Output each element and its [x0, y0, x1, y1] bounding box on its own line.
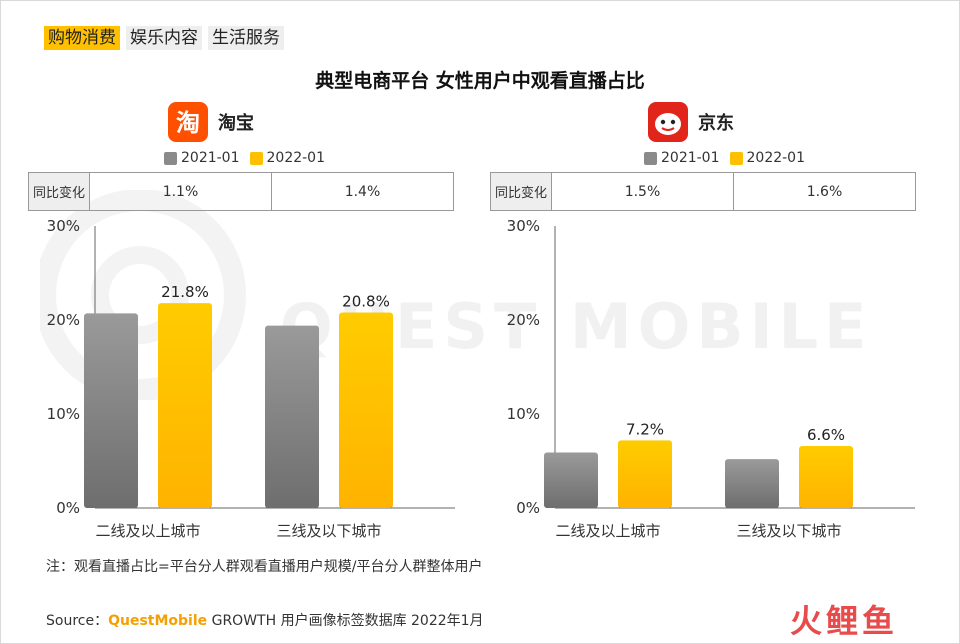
y-tick-label: 30% — [47, 218, 80, 235]
tab-life-services[interactable]: 生活服务 — [208, 26, 284, 50]
y-tick-label: 20% — [47, 311, 80, 329]
bar-chart-taobao: 0% 10% 20% 30% 21.8% 二线及以上城市 20.8% 三线及以下城市 — [47, 218, 455, 540]
legend-item-2022: 2022-01 — [729, 150, 806, 166]
bar — [725, 459, 779, 508]
bar — [544, 452, 598, 508]
yoy-value: 1.1% — [89, 172, 272, 211]
x-tick-label: 三线及以下城市 — [736, 522, 841, 540]
legend-taobao: 2021-01 2022-01 — [164, 150, 325, 166]
taobao-icon: 淘 — [168, 102, 208, 142]
bar — [265, 325, 319, 508]
y-tick-label: 20% — [507, 311, 540, 329]
bar — [339, 312, 393, 508]
x-tick-label: 二线及以上城市 — [95, 522, 200, 540]
legend-swatch-2021 — [644, 151, 657, 165]
legend-jd: 2021-01 2022-01 — [644, 150, 805, 166]
footnote: 注：观看直播占比=平台分人群观看直播用户规模/平台分人群整体用户 — [46, 559, 483, 575]
tab-entertainment[interactable]: 娱乐内容 — [126, 26, 202, 50]
taobao-icon-glyph: 淘 — [176, 109, 200, 137]
source-brand: QuestMobile — [108, 613, 208, 629]
x-tick-label: 三线及以下城市 — [276, 522, 381, 540]
tab-shopping[interactable]: 购物消费 — [44, 26, 120, 50]
bar-chart-jd: 0% 10% 20% 30% 7.2% 二线及以上城市 6.6% 三线及以下城市 — [507, 218, 915, 540]
yoy-label: 同比变化 — [28, 172, 90, 211]
legend-label: 2021-01 — [661, 150, 720, 166]
y-tick-label: 0% — [56, 499, 80, 517]
y-tick-label: 10% — [47, 405, 80, 423]
legend-item-2021: 2021-01 — [644, 150, 720, 166]
data-label: 20.8% — [342, 292, 390, 310]
legend-label: 2022-01 — [746, 150, 806, 166]
y-tick-label: 30% — [507, 218, 540, 235]
yoy-table-taobao: 同比变化 1.1% 1.4% — [28, 172, 454, 211]
corner-logo: 火鲤鱼 — [790, 602, 899, 640]
jd-icon — [648, 102, 688, 142]
legend-item-2021: 2021-01 — [164, 150, 240, 166]
brand-taobao: 淘 淘宝 — [168, 102, 254, 142]
legend-label: 2021-01 — [181, 150, 240, 166]
bar — [84, 313, 138, 508]
legend-swatch-2022 — [249, 151, 263, 165]
legend-swatch-2022 — [729, 151, 743, 165]
bar — [799, 445, 853, 508]
source-suffix: GROWTH 用户画像标签数据库 2022年1月 — [207, 613, 484, 629]
bar — [618, 440, 672, 508]
legend-swatch-2021 — [164, 151, 177, 165]
source-line: Source：QuestMobile GROWTH 用户画像标签数据库 2022… — [46, 610, 484, 630]
brand-jd: 京东 — [648, 102, 734, 142]
source-prefix: Source： — [46, 613, 109, 629]
y-tick-label: 10% — [507, 405, 540, 423]
brand-name-jd: 京东 — [698, 113, 734, 134]
x-tick-label: 二线及以上城市 — [555, 522, 660, 540]
yoy-value: 1.6% — [733, 172, 916, 211]
legend-item-2022: 2022-01 — [249, 150, 326, 166]
legend-label: 2022-01 — [266, 150, 326, 166]
category-tabs: 购物消费 娱乐内容 生活服务 — [44, 26, 284, 50]
yoy-label: 同比变化 — [490, 172, 552, 211]
y-tick-label: 0% — [516, 499, 540, 517]
bar — [158, 303, 212, 508]
data-label: 6.6% — [807, 426, 845, 444]
data-label: 7.2% — [626, 420, 664, 438]
yoy-table-jd: 同比变化 1.5% 1.6% — [490, 172, 916, 211]
yoy-value: 1.5% — [551, 172, 734, 211]
data-label: 21.8% — [161, 283, 209, 301]
yoy-value: 1.4% — [271, 172, 454, 211]
brand-name-taobao: 淘宝 — [218, 113, 254, 134]
chart-title: 典型电商平台 女性用户中观看直播占比 — [315, 70, 645, 92]
